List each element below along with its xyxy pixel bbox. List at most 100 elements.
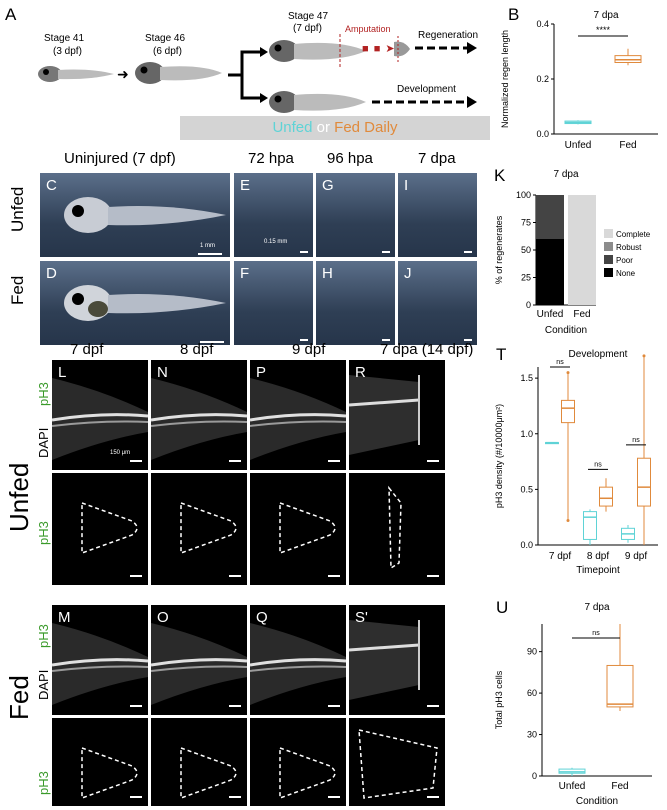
scalebar <box>229 796 241 798</box>
panel-letter-f: F <box>240 265 250 282</box>
fluorescence-image-r3-c3: Q <box>250 605 346 715</box>
tadpole-stage41-icon <box>38 66 114 82</box>
panel-letter-k: K <box>494 166 506 185</box>
fluorescence-image-r4-c4 <box>349 718 445 806</box>
header-uninjured: Uninjured (7 dpf) <box>64 150 176 167</box>
panel-letter-s: S' <box>355 609 368 626</box>
stage41-sub: (3 dpf) <box>53 46 82 57</box>
y-tick-label: 50 <box>521 245 531 255</box>
panel-letter-c: C <box>46 177 57 194</box>
label-ph3-unfed-bottom: pH3 <box>36 521 51 545</box>
fluorescence-image-r3-c4: S' <box>349 605 445 715</box>
scale-label-c: 1 mm <box>200 243 215 249</box>
stage46-sub: (6 dpf) <box>153 46 182 57</box>
regeneration-label: Regeneration <box>418 30 479 41</box>
legend-label-complete: Complete <box>616 230 651 239</box>
image-f: F <box>234 261 313 345</box>
legend-swatch-robust <box>604 242 613 251</box>
row-label-unfed-fl: Unfed <box>4 462 34 532</box>
x-axis-label: Timepoint <box>576 565 620 576</box>
panel-letter-p: P <box>256 364 267 381</box>
scalebar-h <box>382 339 390 341</box>
panel-letter-n: N <box>157 364 168 381</box>
x-tick-label: 8 dpf <box>587 551 609 562</box>
fluorescence-image-r1-c2: N <box>151 360 247 470</box>
tadpole-stage46-icon <box>135 62 222 84</box>
y-tick-label: 0.0 <box>536 129 549 139</box>
x-tick-label: Fed <box>611 781 628 792</box>
x-tick-label: Fed <box>619 140 636 151</box>
outlier-point <box>566 519 570 523</box>
x-tick-label: Unfed <box>537 309 564 320</box>
legend-label-robust: Robust <box>616 243 642 252</box>
tadpole-fed-image <box>64 285 226 321</box>
development-arrow-icon <box>372 96 477 108</box>
legend-or: or <box>312 119 335 136</box>
scalebar <box>130 705 142 707</box>
tadpole-stage47-bottom-icon <box>269 91 366 113</box>
y-tick-label: 1.0 <box>520 429 533 439</box>
chart-title: Development <box>569 349 628 360</box>
significance-label: **** <box>596 25 611 35</box>
panel-letter-e: E <box>240 177 251 194</box>
panel-letter-a: A <box>5 5 17 24</box>
panel-letter-j: J <box>404 265 412 282</box>
chart-title: 7 dpa <box>584 602 609 613</box>
panel-letter-u: U <box>496 598 509 617</box>
bar-none <box>536 239 564 305</box>
image-h: H <box>316 261 395 345</box>
scalebar-e <box>300 251 308 253</box>
label-dapi-unfed: DAPI <box>36 427 51 458</box>
panel-letter-l: L <box>58 364 67 381</box>
scalebar-j <box>464 339 472 341</box>
bar-poor <box>536 195 564 239</box>
x-tick-label: Fed <box>573 309 590 320</box>
scalebar <box>130 796 142 798</box>
box-unfed <box>583 511 597 540</box>
amputation-arrow-icon: ■ ■ ➤ <box>362 43 396 55</box>
legend-unfed: Unfed <box>272 119 313 136</box>
fluorescence-image-r2-c1 <box>52 473 148 585</box>
fluorescence-image-r4-c3 <box>250 718 346 806</box>
fluorescence-image-r3-c1: M <box>52 605 148 715</box>
y-tick-label: 30 <box>527 730 537 740</box>
legend-swatch-none <box>604 268 613 277</box>
y-tick-label: 90 <box>527 647 537 657</box>
significance-label: ns <box>556 359 564 366</box>
significance-label: ns <box>594 461 602 468</box>
significance-label: ns <box>632 437 640 444</box>
regeneration-arrow-icon <box>415 42 477 54</box>
tadpole-unfed-image <box>64 197 226 233</box>
image-c: C 1 mm <box>40 173 230 257</box>
box-fed <box>606 664 634 708</box>
panel-letter-i: I <box>404 177 409 194</box>
image-g: G <box>316 173 395 257</box>
panel-letter-h: H <box>322 265 333 282</box>
scalebar <box>130 575 142 577</box>
scalebar <box>427 460 439 462</box>
panel-letter-o: O <box>157 609 169 626</box>
image-j: J <box>398 261 477 345</box>
x-tick-label: 7 dpf <box>549 551 571 562</box>
scalebar <box>229 705 241 707</box>
side-label-fed-top: pH3 DAPI <box>36 612 51 702</box>
box-fed <box>637 457 651 507</box>
scalebar <box>328 796 340 798</box>
scalebar <box>427 575 439 577</box>
y-axis-label: pH3 density (#/10000μm²) <box>494 404 504 508</box>
x-axis-label: Condition <box>545 325 587 336</box>
scalebar <box>427 705 439 707</box>
header-96hpa: 96 hpa <box>327 150 373 167</box>
image-d: D <box>40 261 230 345</box>
fluorescence-image-r2-c2 <box>151 473 247 585</box>
header-7dpa-14dpf: 7 dpa (14 dpf) <box>380 341 474 358</box>
feeding-legend-banner: Unfed or Fed Daily <box>180 116 490 140</box>
y-axis-label: % of regenerates <box>494 215 504 284</box>
fluorescence-image-r3-c2: O <box>151 605 247 715</box>
label-dapi-fed: DAPI <box>36 669 51 700</box>
label-ph3-fed-bottom: pH3 <box>36 771 51 795</box>
box-fed <box>599 486 613 507</box>
fluorescence-image-r4-c1 <box>52 718 148 806</box>
header-7dpa: 7 dpa <box>418 150 456 167</box>
chart-b: 0.0 0.2 0.4 7 dpa Normalized regen length Unf… <box>500 10 658 151</box>
